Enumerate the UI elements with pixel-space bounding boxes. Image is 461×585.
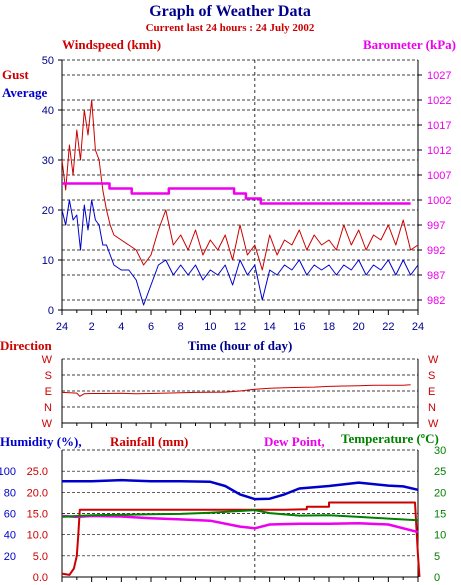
dewpoint-label: Dew Point, — [264, 434, 325, 449]
x-tick-label-2: 4 — [118, 321, 124, 333]
x-tick-label-5: 10 — [204, 321, 216, 333]
dir-right-label-3: N — [428, 402, 436, 414]
series-barometer — [62, 182, 411, 205]
chart-title: Graph of Weather Data — [149, 3, 311, 20]
baro-tick-label-3: 997 — [427, 220, 445, 232]
dir-right-label-1: S — [428, 370, 435, 382]
dir-left-label-1: S — [45, 370, 52, 382]
x-tick-label-3: 6 — [148, 321, 154, 333]
baro-tick-label-8: 1022 — [427, 95, 451, 107]
wind-tick-label-5: 50 — [42, 55, 54, 67]
humidity-tick-label-2: 60 — [4, 509, 16, 521]
gust-label: Gust — [2, 67, 29, 82]
x-tick-label-4: 8 — [178, 321, 184, 333]
series-layer — [61, 99, 421, 578]
barometer-label: Barometer (kPa) — [363, 37, 456, 52]
temp-tick-label-1: 5 — [434, 551, 440, 563]
series-direction — [61, 384, 411, 397]
temp-tick-label-2: 10 — [434, 530, 446, 542]
wind-tick-label-1: 10 — [42, 255, 54, 267]
humidity-tick-label-1: 40 — [4, 530, 16, 542]
rain-tick-label-1: 5.0 — [33, 551, 48, 563]
dir-left-label-2: E — [45, 386, 52, 398]
baro-tick-label-0: 982 — [427, 295, 445, 307]
chart-subtitle: Current last 24 hours : 24 July 2002 — [146, 22, 315, 34]
temp-tick-label-0: 0 — [434, 572, 440, 584]
series-humidity — [62, 478, 419, 501]
baro-tick-label-7: 1017 — [427, 120, 451, 132]
series-average — [61, 199, 419, 306]
windspeed-label: Windspeed (kmh) — [62, 37, 161, 52]
wind-tick-label-0: 0 — [48, 305, 54, 317]
baro-tick-label-1: 987 — [427, 270, 445, 282]
direction-label: Direction — [0, 338, 53, 353]
x-tick-label-11: 22 — [382, 321, 394, 333]
grid-layer — [62, 59, 418, 578]
axes-layer — [58, 59, 422, 582]
temp-tick-label-3: 15 — [434, 509, 446, 521]
humidity-tick-label-3: 80 — [4, 487, 16, 499]
series-dew-point — [61, 514, 419, 534]
x-tick-label-12: 24 — [412, 321, 424, 333]
dir-left-label-3: N — [44, 402, 52, 414]
baro-tick-label-4: 1002 — [427, 195, 451, 207]
baro-tick-label-5: 1007 — [427, 170, 451, 182]
series-gust — [61, 99, 419, 271]
average-label: Average — [2, 85, 47, 100]
dir-left-label-0: W — [42, 354, 53, 366]
series-temperature — [61, 509, 419, 522]
temp-tick-label-6: 30 — [434, 445, 446, 457]
x-tick-label-1: 2 — [89, 321, 95, 333]
rainfall-label: Rainfall (mm) — [110, 434, 188, 449]
x-axis-label: Time (hour of day) — [188, 338, 293, 353]
humidity-tick-label-4: 100 — [0, 466, 16, 478]
dir-right-label-2: E — [428, 386, 435, 398]
dir-left-label-4: W — [42, 418, 53, 430]
rain-tick-label-3: 15.0 — [27, 509, 48, 521]
humidity-tick-label-0: 20 — [4, 551, 16, 563]
x-tick-label-8: 16 — [293, 321, 305, 333]
series-rainfall — [61, 501, 421, 578]
wind-tick-label-2: 20 — [42, 205, 54, 217]
wind-tick-label-4: 40 — [42, 105, 54, 117]
x-tick-label-0: 24 — [56, 321, 68, 333]
x-tick-label-7: 14 — [264, 321, 276, 333]
rain-tick-label-0: 0.0 — [33, 572, 48, 584]
baro-tick-label-2: 992 — [427, 245, 445, 257]
wind-tick-label-3: 30 — [42, 155, 54, 167]
baro-tick-label-6: 1012 — [427, 145, 451, 157]
rain-tick-label-5: 25.0 — [27, 466, 48, 478]
humidity-label: Humidity (%), — [0, 434, 82, 449]
dir-right-label-0: W — [428, 354, 439, 366]
temperature-label: Temperature (ºC) — [341, 431, 439, 446]
rain-tick-label-2: 10.0 — [27, 530, 48, 542]
x-tick-label-9: 18 — [323, 321, 335, 333]
dir-right-label-4: W — [428, 418, 439, 430]
tick-labels-layer: 0102030405098298799299710021007101210171… — [0, 55, 451, 584]
x-tick-label-6: 12 — [234, 321, 246, 333]
temp-tick-label-5: 25 — [434, 466, 446, 478]
temp-tick-label-4: 20 — [434, 487, 446, 499]
baro-tick-label-9: 1027 — [427, 70, 451, 82]
x-tick-label-10: 20 — [353, 321, 365, 333]
rain-tick-label-4: 20.0 — [27, 487, 48, 499]
